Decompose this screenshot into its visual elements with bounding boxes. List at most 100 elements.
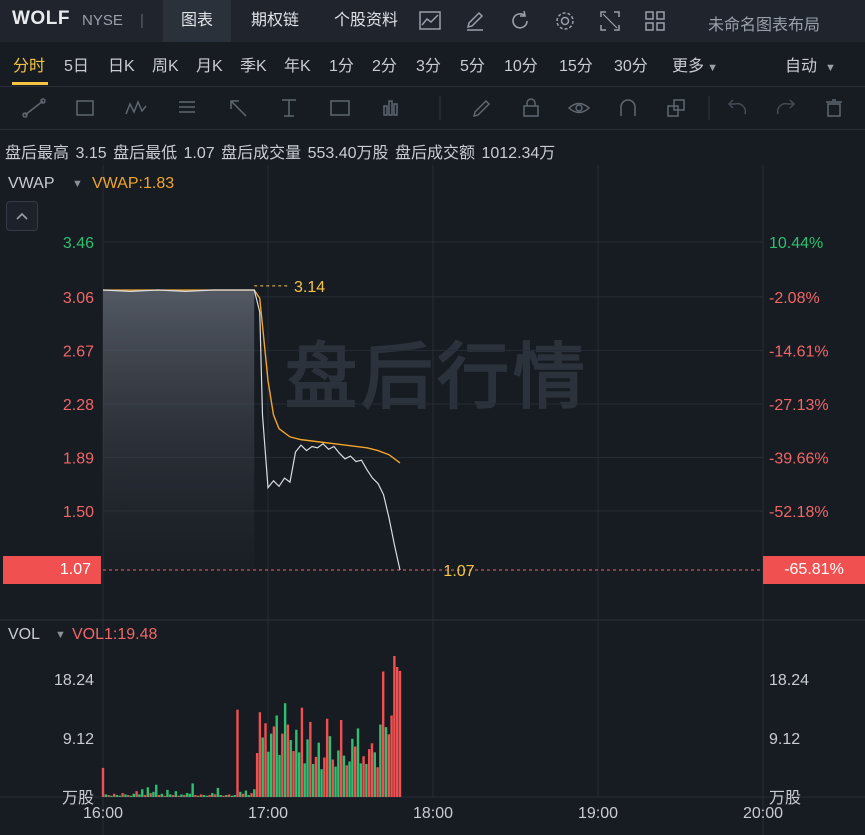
- collapse-button[interactable]: [6, 201, 38, 231]
- reference-price-label: 3.14: [294, 279, 325, 296]
- grid-layout-icon[interactable]: [642, 8, 668, 34]
- volume-bar: [208, 795, 211, 797]
- tab-chart[interactable]: 图表: [163, 0, 231, 42]
- brush-icon[interactable]: [472, 99, 491, 118]
- volume-bar: [199, 794, 203, 797]
- period-tab-0[interactable]: 分时: [13, 58, 46, 75]
- x-tick-label: 19:00: [578, 805, 618, 822]
- fib-tool-icon[interactable]: [179, 101, 195, 113]
- period-tab-7[interactable]: 1分: [329, 58, 354, 75]
- refresh-icon[interactable]: [507, 8, 533, 34]
- period-bar: [0, 42, 865, 87]
- volume-bar: [379, 724, 382, 797]
- period-tab-14[interactable]: 更多 ▼: [672, 58, 718, 75]
- period-tab-6[interactable]: 年K: [284, 58, 311, 75]
- volume-bar: [160, 793, 164, 797]
- volume-bar: [267, 751, 270, 797]
- edit-icon[interactable]: [462, 8, 488, 34]
- volume-indicator-name[interactable]: VOL: [8, 626, 41, 643]
- line-tool-icon[interactable]: [22, 98, 46, 118]
- volume-menu-icon[interactable]: ▼: [55, 629, 66, 641]
- period-tab-12[interactable]: 15分: [559, 58, 593, 75]
- period-tab-9[interactable]: 3分: [416, 58, 441, 75]
- volume-bar: [236, 709, 239, 797]
- period-tab-13[interactable]: 30分: [614, 58, 648, 75]
- volume-unit-right: 万股: [769, 789, 801, 807]
- y-tick-label-right: -27.13%: [769, 397, 829, 414]
- volume-bar: [348, 761, 351, 797]
- period-tab-5[interactable]: 季K: [240, 58, 267, 75]
- volume-bar: [365, 764, 368, 797]
- volume-bar: [342, 755, 346, 797]
- indicator-menu-icon[interactable]: ▼: [72, 178, 83, 190]
- tab-options-chain[interactable]: 期权链: [250, 12, 299, 29]
- price-line: [102, 289, 401, 571]
- volume-bar: [311, 764, 315, 797]
- undo-icon[interactable]: [727, 99, 747, 115]
- eye-icon[interactable]: [567, 102, 591, 114]
- volume-bar: [295, 729, 298, 797]
- volume-bar: [370, 743, 374, 797]
- volume-bar: [334, 766, 337, 797]
- volume-bar: [230, 795, 234, 797]
- stock-symbol[interactable]: WOLF: [12, 8, 70, 29]
- layers-icon[interactable]: [667, 99, 685, 117]
- volume-bar: [127, 795, 130, 797]
- tab-stock-profile[interactable]: 个股资料: [333, 12, 398, 29]
- volume-bar: [141, 789, 144, 797]
- period-tab-11[interactable]: 10分: [504, 58, 538, 75]
- volume-bar: [118, 795, 122, 797]
- text-tool-icon[interactable]: [282, 99, 296, 117]
- volume-bar: [191, 783, 194, 797]
- y-tick-label-right: -39.66%: [769, 450, 829, 467]
- volume-bar: [227, 794, 231, 797]
- volume-bar: [314, 756, 318, 797]
- y-tick-label-right: 10.44%: [769, 235, 823, 252]
- y-tick-label-left: 1.50: [63, 504, 94, 521]
- x-tick-label: 20:00: [743, 805, 783, 822]
- lock-icon[interactable]: [523, 98, 539, 117]
- stat-amount-value: 1012.34万: [481, 145, 556, 162]
- rectangle-tool-icon[interactable]: [76, 100, 94, 116]
- volume-bar: [373, 752, 376, 797]
- scale-mode-dropdown[interactable]: 自动 ▼: [785, 52, 836, 76]
- volume-bar: [367, 749, 371, 797]
- volume-bar: [219, 795, 222, 797]
- trash-icon[interactable]: [826, 99, 842, 117]
- label-tool-icon[interactable]: [330, 100, 350, 116]
- period-tab-1[interactable]: 5日: [64, 58, 89, 75]
- exchange-label: NYSE: [82, 12, 123, 29]
- watermark-after-hours: 盘后行情: [285, 338, 590, 418]
- volume-bar: [233, 795, 236, 797]
- redo-icon[interactable]: [776, 99, 796, 115]
- current-change-tag: -65.81%: [763, 556, 865, 584]
- volume-bar: [362, 756, 365, 797]
- price-volume-chart[interactable]: 16:00 17:00 18:00 19:00 20:00 3.46 10.44% 3.06 -…: [0, 165, 865, 835]
- bar-pattern-tool-icon[interactable]: [383, 100, 398, 116]
- period-tab-4[interactable]: 月K: [196, 58, 223, 75]
- pattern-tool-icon[interactable]: [125, 100, 147, 115]
- volume-tick-left: 18.24: [54, 672, 94, 689]
- indicator-name[interactable]: VWAP: [8, 175, 55, 192]
- chart-template-icon[interactable]: [417, 8, 443, 34]
- volume-bar: [124, 794, 127, 797]
- volume-unit-left: 万股: [62, 789, 94, 807]
- x-tick-label: 16:00: [83, 805, 123, 822]
- volume-bar: [331, 759, 334, 797]
- volume-bar: [222, 795, 225, 797]
- chevron-down-icon: ▼: [704, 62, 718, 74]
- arrow-tool-icon[interactable]: [230, 100, 247, 117]
- magnet-icon[interactable]: [620, 99, 636, 116]
- volume-bar: [387, 734, 390, 797]
- period-tab-2[interactable]: 日K: [108, 58, 135, 75]
- fullscreen-icon[interactable]: [597, 8, 623, 34]
- volume-bar: [398, 670, 402, 797]
- drawing-toolbar: [0, 87, 865, 130]
- layout-name-dropdown[interactable]: 未命名图表布局: [708, 11, 820, 35]
- period-tab-8[interactable]: 2分: [372, 58, 397, 75]
- settings-icon[interactable]: [552, 8, 578, 34]
- x-tick-label: 18:00: [413, 805, 453, 822]
- layout-name: 未命名图表布局: [708, 17, 821, 34]
- period-tab-3[interactable]: 周K: [152, 58, 179, 75]
- period-tab-10[interactable]: 5分: [460, 58, 485, 75]
